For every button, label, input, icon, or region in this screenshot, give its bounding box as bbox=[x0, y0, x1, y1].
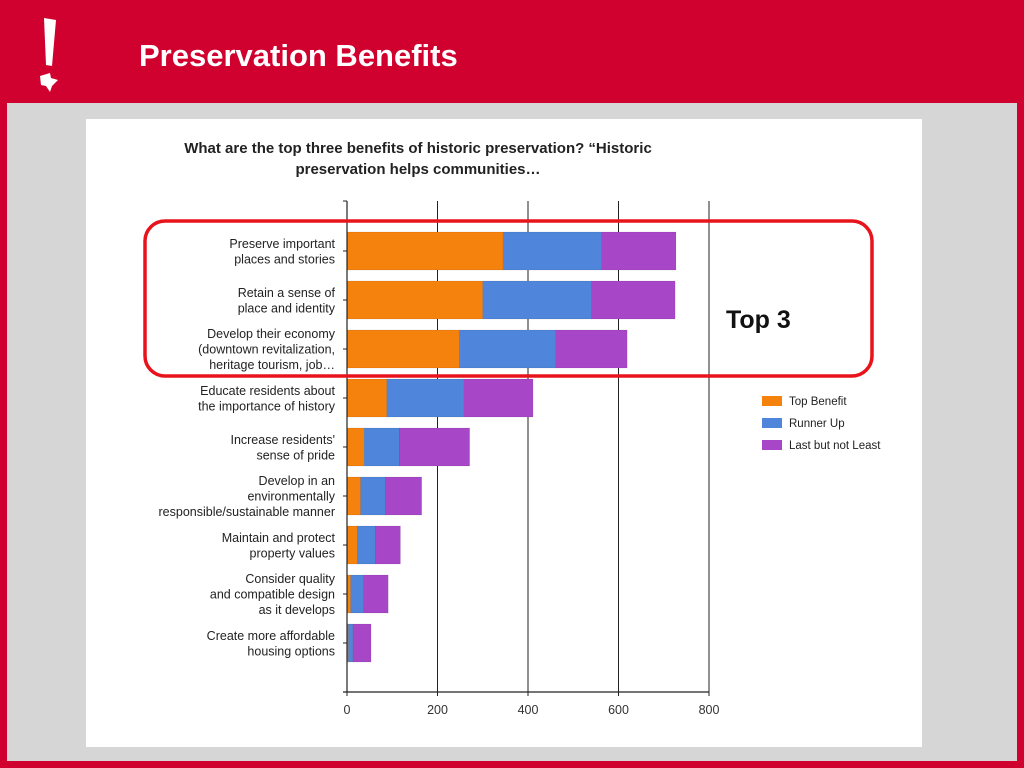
category-label: the importance of history bbox=[198, 399, 336, 413]
bar-last-but-not-least-7 bbox=[375, 525, 401, 565]
category-label: Create more affordable bbox=[207, 629, 335, 643]
top3-highlight-box bbox=[143, 219, 874, 378]
bar-last-but-not-least-2 bbox=[591, 280, 676, 320]
bar-last-but-not-least-4 bbox=[463, 378, 534, 418]
bar-runner-up-2 bbox=[482, 280, 592, 320]
bar-runner-up-1 bbox=[502, 231, 602, 271]
legend-label: Runner Up bbox=[789, 418, 845, 430]
category-label: Preserve important bbox=[229, 237, 335, 251]
top3-label: Top 3 bbox=[726, 306, 791, 334]
category-label: Increase residents' bbox=[230, 433, 335, 447]
chart-panel: What are the top three benefits of histo… bbox=[86, 119, 922, 747]
bar-top-benefit-7 bbox=[346, 525, 358, 565]
x-tick-label: 600 bbox=[608, 703, 629, 717]
legend-label: Top Benefit bbox=[789, 396, 847, 408]
category-label: heritage tourism, job… bbox=[209, 358, 335, 372]
bar-top-benefit-4 bbox=[346, 378, 388, 418]
legend-swatch bbox=[762, 418, 782, 428]
category-label: Develop in an bbox=[259, 474, 335, 488]
bar-last-but-not-least-6 bbox=[385, 476, 422, 516]
bar-runner-up-9 bbox=[348, 623, 354, 663]
category-label: responsible/sustainable manner bbox=[159, 505, 336, 519]
legend-swatch bbox=[762, 396, 782, 406]
category-label: and compatible design bbox=[210, 588, 335, 602]
category-label: property values bbox=[250, 546, 335, 560]
bar-last-but-not-least-5 bbox=[399, 427, 470, 467]
category-label: housing options bbox=[247, 644, 335, 658]
x-tick-label: 400 bbox=[518, 703, 539, 717]
category-label: place and identity bbox=[238, 301, 336, 315]
x-tick-label: 800 bbox=[699, 703, 720, 717]
category-label: Maintain and protect bbox=[222, 531, 336, 545]
bar-runner-up-7 bbox=[357, 525, 376, 565]
bar-runner-up-6 bbox=[360, 476, 386, 516]
category-label: Consider quality bbox=[245, 572, 335, 586]
exclamation-texas-icon bbox=[40, 18, 58, 92]
x-tick-label: 0 bbox=[344, 703, 351, 717]
bar-last-but-not-least-1 bbox=[601, 231, 677, 271]
bar-runner-up-8 bbox=[350, 574, 364, 614]
category-label: (downtown revitalization, bbox=[198, 343, 335, 357]
bar-top-benefit-3 bbox=[346, 329, 460, 369]
x-tick-label: 200 bbox=[427, 703, 448, 717]
chart-title: preservation helps communities… bbox=[295, 161, 540, 178]
category-label: as it develops bbox=[259, 603, 335, 617]
legend-label: Last but not Least bbox=[789, 440, 881, 452]
bar-runner-up-5 bbox=[363, 427, 400, 467]
bar-top-benefit-1 bbox=[346, 231, 504, 271]
category-label: Develop their economy bbox=[207, 327, 336, 341]
legend-swatch bbox=[762, 440, 782, 450]
bar-top-benefit-5 bbox=[346, 427, 365, 467]
slide-header: Preservation Benefits bbox=[0, 0, 1024, 103]
category-label: Educate residents about bbox=[200, 384, 335, 398]
stacked-bar-chart: What are the top three benefits of histo… bbox=[143, 140, 881, 717]
category-label: Retain a sense of bbox=[238, 286, 336, 300]
category-label: places and stories bbox=[234, 252, 335, 266]
category-label: environmentally bbox=[247, 490, 335, 504]
bar-runner-up-3 bbox=[458, 329, 556, 369]
bar-last-but-not-least-3 bbox=[555, 329, 628, 369]
category-label: sense of pride bbox=[256, 448, 335, 462]
bar-runner-up-4 bbox=[386, 378, 464, 418]
slide-title: Preservation Benefits bbox=[139, 38, 458, 73]
bar-last-but-not-least-9 bbox=[352, 623, 372, 663]
bar-top-benefit-2 bbox=[346, 280, 483, 320]
bar-top-benefit-6 bbox=[346, 476, 361, 516]
chart-title: What are the top three benefits of histo… bbox=[184, 140, 652, 157]
bar-last-but-not-least-8 bbox=[363, 574, 389, 614]
